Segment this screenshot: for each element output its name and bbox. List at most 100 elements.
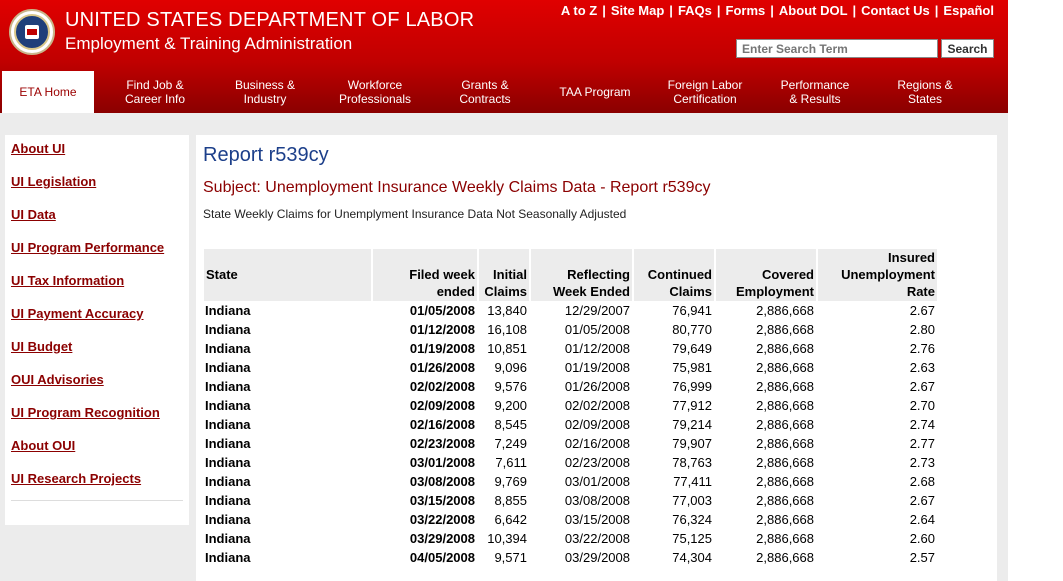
sidebar-item-ui-program-recognition[interactable]: UI Program Recognition xyxy=(11,405,160,420)
report-description: State Weekly Claims for Unemplyment Insu… xyxy=(203,207,627,221)
cell-state: Indiana xyxy=(205,436,251,451)
cell-covered-employment: 2,886,668 xyxy=(756,493,814,508)
link-site-map[interactable]: Site Map xyxy=(610,3,665,18)
cell-covered-employment: 2,886,668 xyxy=(756,474,814,489)
sidebar-item-ui-budget[interactable]: UI Budget xyxy=(11,339,73,354)
cell-state: Indiana xyxy=(205,493,251,508)
sidebar-item-oui-advisories[interactable]: OUI Advisories xyxy=(11,372,104,387)
cell-filed-week: 02/16/2008 xyxy=(409,417,475,432)
cell-filed-week: 01/19/2008 xyxy=(409,341,475,356)
table-row: Indiana 03/29/2008 10,394 03/22/2008 75,125 2… xyxy=(204,529,938,548)
cell-reflecting-week: 03/08/2008 xyxy=(564,493,630,508)
cell-insured-rate: 2.67 xyxy=(909,303,935,318)
cell-initial-claims: 10,851 xyxy=(487,341,527,356)
tab-business-industry[interactable]: Business & Industry xyxy=(234,78,296,106)
header-initial-claims: Initial Claims xyxy=(478,249,531,301)
sidebar-item-ui-data[interactable]: UI Data xyxy=(11,207,56,222)
cell-reflecting-week: 01/19/2008 xyxy=(564,360,630,375)
link-about-dol[interactable]: About DOL xyxy=(778,3,848,18)
sidebar-item-ui-payment-accuracy[interactable]: UI Payment Accuracy xyxy=(11,306,144,321)
page-title: Report r539cy xyxy=(203,144,329,166)
tab-grants-contracts[interactable]: Grants & Contracts xyxy=(459,78,511,106)
cell-continued-claims: 77,003 xyxy=(672,493,712,508)
tab-find-job[interactable]: Find Job & Career Info xyxy=(124,78,186,106)
cell-reflecting-week: 02/02/2008 xyxy=(564,398,630,413)
cell-insured-rate: 2.73 xyxy=(909,455,935,470)
site-header: UNITED STATES DEPARTMENT OF LABOR Employ… xyxy=(0,0,1008,113)
sidebar-divider xyxy=(11,500,183,501)
link-espanol[interactable]: Español xyxy=(943,3,994,18)
table-row: Indiana 01/12/2008 16,108 01/05/2008 80,770 2… xyxy=(204,320,938,339)
tab-taa-program[interactable]: TAA Program xyxy=(559,85,631,99)
cell-continued-claims: 79,214 xyxy=(672,417,712,432)
cell-state: Indiana xyxy=(205,550,251,565)
sidebar: About UI UI Legislation UI Data UI Progr… xyxy=(5,135,189,525)
cell-state: Indiana xyxy=(205,417,251,432)
sidebar-item-ui-program-performance[interactable]: UI Program Performance xyxy=(11,240,165,255)
cell-state: Indiana xyxy=(205,341,251,356)
cell-reflecting-week: 02/23/2008 xyxy=(564,455,630,470)
sidebar-item-about-oui[interactable]: About OUI xyxy=(11,438,76,453)
cell-initial-claims: 8,855 xyxy=(494,493,527,508)
cell-initial-claims: 9,571 xyxy=(494,550,527,565)
link-forms[interactable]: Forms xyxy=(725,3,766,18)
cell-covered-employment: 2,886,668 xyxy=(756,360,814,375)
header-covered-employment: Covered Employment xyxy=(715,249,818,301)
cell-reflecting-week: 01/12/2008 xyxy=(564,341,630,356)
table-row: Indiana 03/22/2008 6,642 03/15/2008 76,324 2,… xyxy=(204,510,938,529)
search-button[interactable]: Search xyxy=(941,39,994,58)
cell-reflecting-week: 12/29/2007 xyxy=(564,303,630,318)
tab-regions-states[interactable]: Regions & States xyxy=(897,78,953,106)
sidebar-item-ui-tax-information[interactable]: UI Tax Information xyxy=(11,273,125,288)
cell-filed-week: 03/08/2008 xyxy=(409,474,475,489)
cell-insured-rate: 2.57 xyxy=(909,550,935,565)
agency-subtitle: Employment & Training Administration xyxy=(65,34,353,53)
link-a-to-z[interactable]: A to Z xyxy=(560,3,598,18)
header-continued-claims: Continued Claims xyxy=(633,249,716,301)
sidebar-item-ui-research-projects[interactable]: UI Research Projects xyxy=(11,471,142,486)
cell-state: Indiana xyxy=(205,379,251,394)
report-subject: Subject: Unemployment Insurance Weekly C… xyxy=(203,179,711,196)
cell-initial-claims: 10,394 xyxy=(487,531,527,546)
table-row: Indiana 01/05/2008 13,840 12/29/2007 76,941 2… xyxy=(204,301,938,320)
cell-covered-employment: 2,886,668 xyxy=(756,322,814,337)
cell-state: Indiana xyxy=(205,531,251,546)
sidebar-item-ui-legislation[interactable]: UI Legislation xyxy=(11,174,97,189)
link-contact-us[interactable]: Contact Us xyxy=(861,3,930,18)
cell-continued-claims: 79,907 xyxy=(672,436,712,451)
cell-reflecting-week: 03/22/2008 xyxy=(564,531,630,546)
cell-state: Indiana xyxy=(205,303,251,318)
cell-filed-week: 01/12/2008 xyxy=(409,322,475,337)
table-row: Indiana 01/19/2008 10,851 01/12/2008 79,649 2… xyxy=(204,339,938,358)
cell-continued-claims: 80,770 xyxy=(672,322,712,337)
table-row: Indiana 02/02/2008 9,576 01/26/2008 76,999 2,… xyxy=(204,377,938,396)
cell-initial-claims: 6,642 xyxy=(494,512,527,527)
cell-state: Indiana xyxy=(205,512,251,527)
dol-seal-icon[interactable] xyxy=(9,9,55,55)
cell-reflecting-week: 03/15/2008 xyxy=(564,512,630,527)
cell-filed-week: 03/29/2008 xyxy=(409,531,475,546)
cell-filed-week: 03/22/2008 xyxy=(409,512,475,527)
cell-initial-claims: 9,096 xyxy=(494,360,527,375)
cell-covered-employment: 2,886,668 xyxy=(756,455,814,470)
tab-foreign-labor[interactable]: Foreign Labor Certification xyxy=(667,78,743,106)
cell-initial-claims: 9,200 xyxy=(494,398,527,413)
tab-performance-results[interactable]: Performance & Results xyxy=(780,78,850,106)
tab-eta-home[interactable]: ETA Home xyxy=(2,71,94,113)
table-row: Indiana 02/16/2008 8,545 02/09/2008 79,214 2,… xyxy=(204,415,938,434)
tab-workforce-professionals[interactable]: Workforce Professionals xyxy=(338,78,412,106)
cell-initial-claims: 13,840 xyxy=(487,303,527,318)
header-insured-rate: Insured Unemployment Rate xyxy=(817,249,939,301)
cell-covered-employment: 2,886,668 xyxy=(756,379,814,394)
search-input[interactable] xyxy=(736,39,938,58)
cell-insured-rate: 2.60 xyxy=(909,531,935,546)
sidebar-item-about-ui[interactable]: About UI xyxy=(11,141,66,156)
cell-initial-claims: 9,769 xyxy=(494,474,527,489)
cell-initial-claims: 7,249 xyxy=(494,436,527,451)
cell-covered-employment: 2,886,668 xyxy=(756,512,814,527)
cell-state: Indiana xyxy=(205,398,251,413)
header-reflecting-week: Reflecting Week Ended xyxy=(530,249,634,301)
table-header-row: State Filed week ended Initial Claims Re… xyxy=(204,249,939,301)
link-faqs[interactable]: FAQs xyxy=(677,3,712,18)
cell-state: Indiana xyxy=(205,455,251,470)
